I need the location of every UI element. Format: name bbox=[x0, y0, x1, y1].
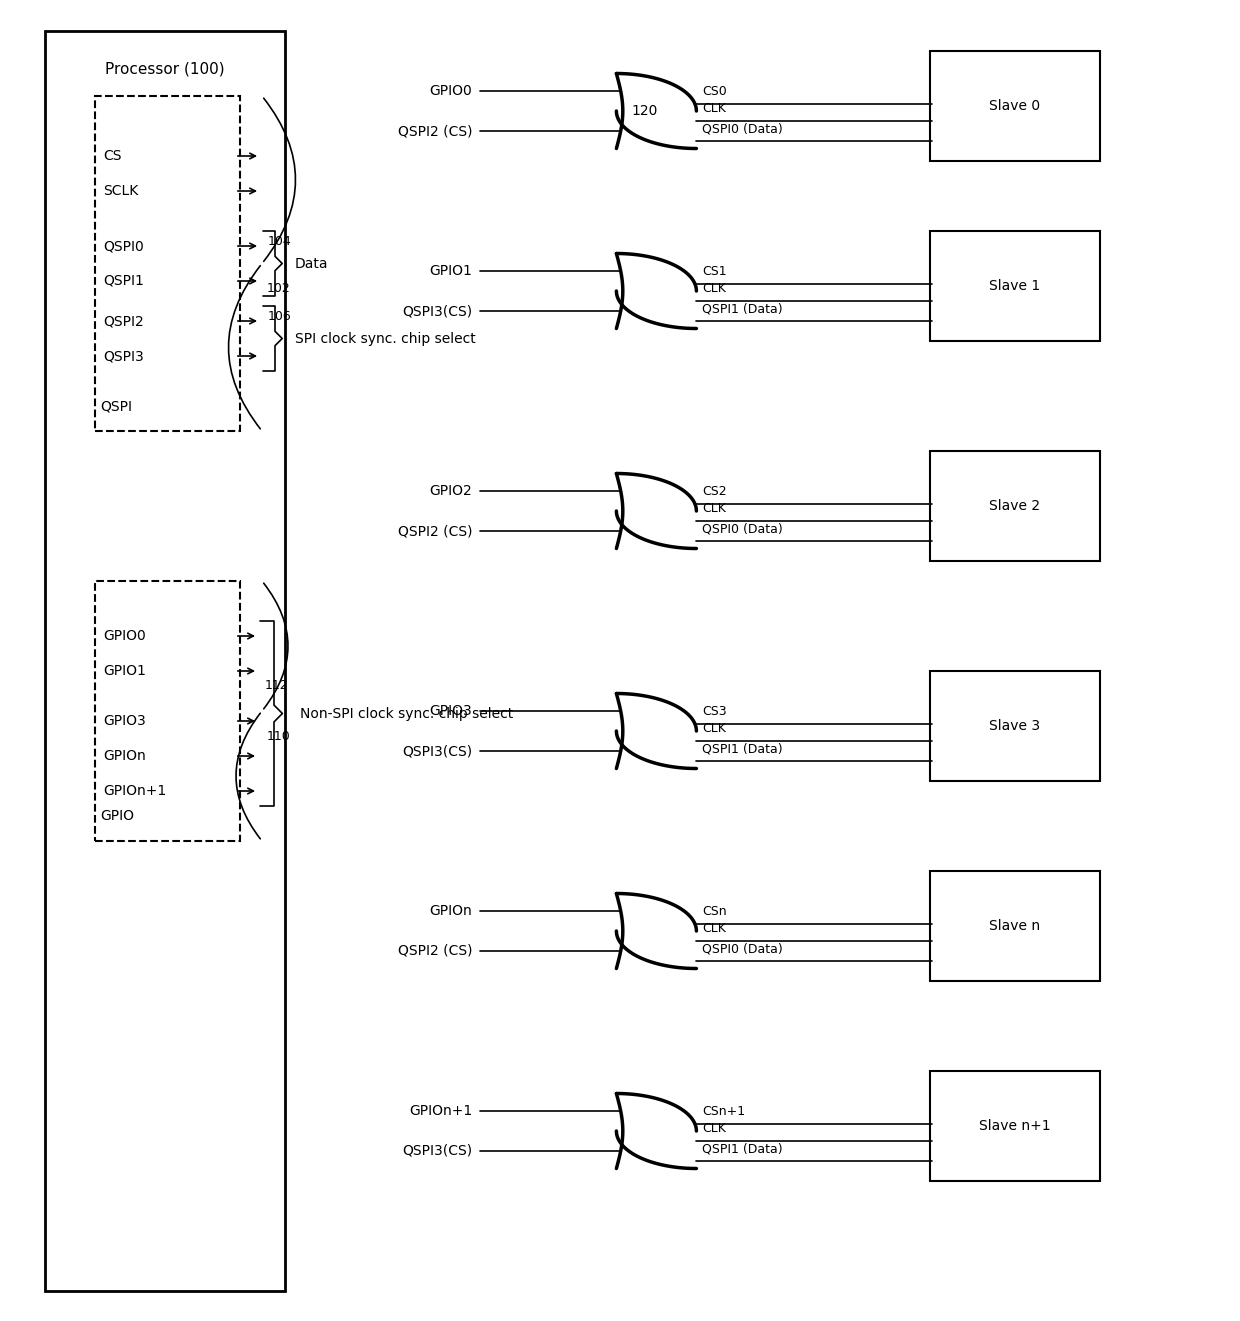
Text: QSPI3(CS): QSPI3(CS) bbox=[402, 744, 472, 758]
Text: GPIOn+1: GPIOn+1 bbox=[409, 1104, 472, 1118]
Text: QSPI1 (Data): QSPI1 (Data) bbox=[702, 1141, 782, 1155]
Text: Slave n: Slave n bbox=[990, 919, 1040, 933]
Text: GPIO: GPIO bbox=[100, 808, 134, 823]
Bar bbox=[930, 871, 1100, 982]
Text: GPIOn: GPIOn bbox=[429, 904, 472, 918]
Text: SCLK: SCLK bbox=[103, 184, 138, 198]
Text: Slave 0: Slave 0 bbox=[990, 99, 1040, 114]
Bar bbox=[930, 1071, 1100, 1181]
Text: GPIOn+1: GPIOn+1 bbox=[103, 783, 166, 798]
Text: GPIO1: GPIO1 bbox=[429, 264, 472, 277]
Text: CLK: CLK bbox=[702, 922, 727, 935]
Text: QSPI3: QSPI3 bbox=[103, 349, 144, 363]
Text: Slave 2: Slave 2 bbox=[990, 499, 1040, 513]
Text: QSPI3(CS): QSPI3(CS) bbox=[402, 1144, 472, 1159]
Text: 102: 102 bbox=[267, 281, 290, 295]
Text: GPIOn: GPIOn bbox=[103, 749, 146, 764]
Text: CS0: CS0 bbox=[702, 85, 727, 98]
Bar bbox=[930, 52, 1100, 161]
Text: 120: 120 bbox=[632, 104, 658, 118]
Bar bbox=[930, 671, 1100, 781]
Bar bbox=[95, 96, 241, 431]
Text: 110: 110 bbox=[267, 729, 290, 742]
Text: Data: Data bbox=[295, 256, 329, 271]
Text: Slave 1: Slave 1 bbox=[990, 279, 1040, 293]
Text: SPI clock sync. chip select: SPI clock sync. chip select bbox=[295, 332, 476, 346]
Text: QSPI: QSPI bbox=[100, 399, 131, 413]
Text: CSn+1: CSn+1 bbox=[702, 1104, 745, 1118]
Bar bbox=[95, 581, 241, 841]
Text: CS2: CS2 bbox=[702, 485, 727, 498]
Text: Slave n+1: Slave n+1 bbox=[980, 1119, 1050, 1133]
Text: CLK: CLK bbox=[702, 102, 727, 115]
Text: Non-SPI clock sync. chip select: Non-SPI clock sync. chip select bbox=[300, 707, 513, 720]
Text: Slave 3: Slave 3 bbox=[990, 719, 1040, 733]
Text: GPIO3: GPIO3 bbox=[429, 704, 472, 719]
Text: CLK: CLK bbox=[702, 502, 727, 515]
Text: QSPI1 (Data): QSPI1 (Data) bbox=[702, 303, 782, 314]
Text: QSPI2: QSPI2 bbox=[103, 314, 144, 328]
Text: 106: 106 bbox=[268, 310, 291, 324]
Text: QSPI2 (CS): QSPI2 (CS) bbox=[398, 945, 472, 958]
Text: CSn: CSn bbox=[702, 905, 727, 918]
Text: QSPI0 (Data): QSPI0 (Data) bbox=[702, 522, 784, 535]
Text: 104: 104 bbox=[268, 235, 291, 248]
Text: CLK: CLK bbox=[702, 723, 727, 734]
Text: QSPI0 (Data): QSPI0 (Data) bbox=[702, 942, 784, 955]
Text: GPIO1: GPIO1 bbox=[103, 664, 146, 678]
Text: QSPI1: QSPI1 bbox=[103, 273, 144, 288]
Text: CS1: CS1 bbox=[702, 266, 727, 277]
Text: Processor (100): Processor (100) bbox=[105, 61, 224, 77]
Text: QSPI2 (CS): QSPI2 (CS) bbox=[398, 524, 472, 538]
Text: 112: 112 bbox=[265, 679, 289, 692]
Text: GPIO0: GPIO0 bbox=[429, 85, 472, 98]
Text: CS3: CS3 bbox=[702, 705, 727, 719]
Text: GPIO3: GPIO3 bbox=[103, 713, 146, 728]
Text: QSPI0 (Data): QSPI0 (Data) bbox=[702, 122, 784, 135]
Text: GPIO2: GPIO2 bbox=[429, 483, 472, 498]
Bar bbox=[930, 450, 1100, 561]
Bar bbox=[45, 30, 285, 1291]
Text: QSPI3(CS): QSPI3(CS) bbox=[402, 304, 472, 318]
Text: CLK: CLK bbox=[702, 1122, 727, 1135]
Text: QSPI1 (Data): QSPI1 (Data) bbox=[702, 742, 782, 756]
Text: CS: CS bbox=[103, 149, 122, 162]
Text: QSPI2 (CS): QSPI2 (CS) bbox=[398, 124, 472, 137]
Text: QSPI0: QSPI0 bbox=[103, 239, 144, 254]
Text: CLK: CLK bbox=[702, 281, 727, 295]
Bar bbox=[930, 231, 1100, 341]
Text: GPIO0: GPIO0 bbox=[103, 629, 146, 643]
